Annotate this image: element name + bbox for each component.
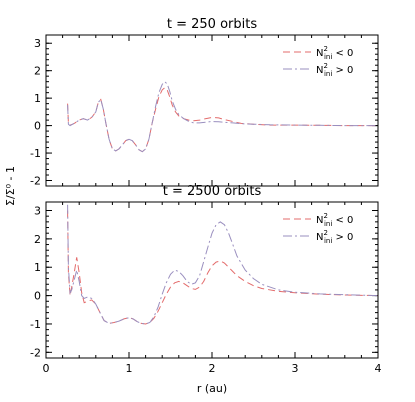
x-axis-label: r (au) [197,382,227,395]
y-tick-label: 3 [34,205,41,218]
x-tick-label: 4 [375,362,382,375]
panel-1: t = 250 orbits -2 -1 0 1 2 3 N2 ini < 0N2 ini > 0 [30,17,379,188]
y-tick-label: -2 [30,346,41,359]
x-tick-label: 0 [43,362,50,375]
y-tick-label: 3 [34,37,41,50]
y-tick-label: -2 [30,175,41,188]
y-tick-label: 2 [34,233,41,246]
legend-label-2: N2 ini > 0 [316,229,353,245]
y-tick-label: 0 [34,120,41,133]
x-tick-label: 1 [126,362,133,375]
legend-label-2: N2 ini > 0 [316,62,353,78]
x-tick-label: 3 [292,362,299,375]
series-line-1 [67,210,379,325]
y-tick-label: 1 [34,92,41,105]
y-tick-label: -1 [30,318,41,331]
panel-title: t = 250 orbits [167,17,257,32]
series-line-2 [67,204,379,325]
y-axis-label: Σ/Σ⁰ - 1 [4,166,17,206]
series-line-1 [67,87,378,153]
y-tick-label: 2 [34,65,41,78]
legend-label-1: N2 ini < 0 [316,212,353,228]
y-tick-label: 1 [34,261,41,274]
panel-title: t = 2500 orbits [163,184,262,199]
x-tick-label: 2 [209,362,216,375]
y-tick-label: 0 [34,290,41,303]
y-tick-label: -1 [30,147,41,160]
series-line-2 [67,81,378,153]
legend-label-1: N2 ini < 0 [316,45,353,61]
panel-2: t = 2500 orbits 0 1 2 3 4 -2 -1 0 1 2 3 N2 ini < 0N2 i… [30,184,381,375]
